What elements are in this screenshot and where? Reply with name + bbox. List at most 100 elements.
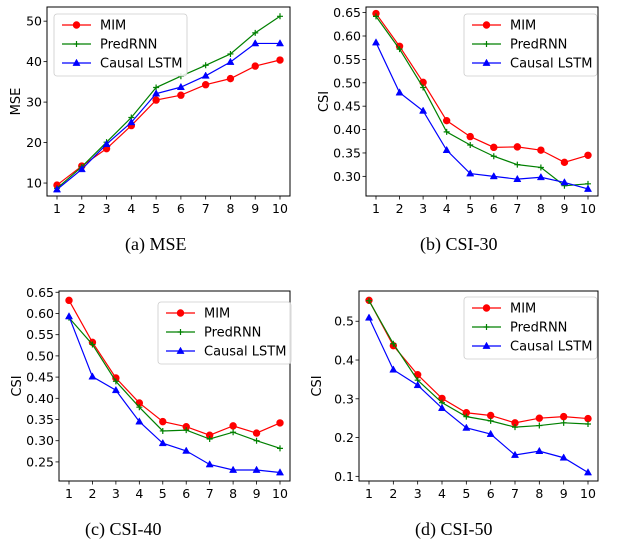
x-tick-label: 1 — [372, 201, 380, 216]
chart-panel-4: 0.1 0.2 0.3 0.4 0.5 1 2 3 4 5 6 7 8 9 10 CSI MIM PredRNN C… — [310, 290, 599, 540]
data-point — [205, 460, 214, 468]
data-point — [420, 84, 427, 91]
data-point — [559, 412, 568, 421]
y-tick-label: 40 — [26, 54, 42, 69]
series-line — [56, 42, 280, 190]
legend-marker — [176, 346, 185, 354]
data-point — [227, 50, 234, 57]
series-predrnn — [366, 297, 591, 431]
data-point — [135, 417, 144, 425]
data-point — [158, 438, 167, 447]
data-point — [559, 453, 568, 461]
x-tick-label: 3 — [103, 201, 111, 216]
data-point — [583, 468, 593, 476]
y-tick-label: 0.4 — [334, 353, 354, 368]
series-line — [375, 42, 589, 190]
series-line — [375, 13, 589, 163]
y-tick-label: 30 — [26, 95, 42, 110]
data-point — [462, 423, 471, 431]
y-axis-label: CSI — [317, 91, 332, 112]
legend-box — [463, 296, 598, 360]
data-point — [89, 341, 96, 348]
data-point — [535, 446, 544, 454]
data-point — [466, 169, 475, 177]
x-tick-label: 6 — [182, 486, 190, 501]
y-axis-label: CSI — [10, 375, 25, 396]
legend-label: Causal LSTM — [100, 57, 182, 72]
x-tick-label: 7 — [513, 201, 521, 216]
x-tick-label: 6 — [177, 201, 185, 216]
data-point — [490, 143, 498, 152]
data-point — [111, 385, 120, 394]
data-point — [230, 429, 237, 436]
data-point — [510, 450, 520, 458]
data-point — [112, 378, 119, 385]
data-point — [389, 365, 398, 373]
data-point — [560, 158, 569, 167]
data-point — [183, 427, 190, 434]
y-tick-label: 0.65 — [26, 285, 54, 300]
data-point — [201, 81, 210, 89]
series-line — [368, 317, 589, 473]
y-tick-label: 0.40 — [333, 122, 361, 137]
data-point — [159, 427, 166, 434]
legend-label: Causal LSTM — [204, 345, 286, 360]
legend-label: Causal LSTM — [510, 340, 592, 355]
legend-marker — [72, 58, 81, 66]
x-tick-label: 4 — [135, 486, 143, 501]
data-point — [88, 372, 97, 380]
legend-marker — [482, 58, 491, 66]
figure-caption: (c) CSI-40 — [85, 519, 161, 540]
data-point — [536, 172, 545, 181]
data-point — [251, 39, 260, 47]
data-point — [513, 174, 522, 183]
data-point — [390, 340, 397, 347]
data-point — [535, 414, 544, 422]
chart-panel-3: 0.25 0.30 0.35 0.40 0.45 0.50 0.55 0.60 0.65 1 2 3 4… — [10, 285, 292, 540]
series-line — [56, 15, 281, 189]
y-tick-label: 0.40 — [26, 391, 54, 406]
data-point — [583, 184, 593, 192]
data-point — [536, 422, 543, 429]
chart-panel-2: 0.30 0.35 0.40 0.45 0.50 0.55 0.60 0.65 1 2 3 4 5 6 7 8… — [317, 5, 599, 255]
y-tick-label: 0.1 — [334, 469, 354, 484]
x-tick-label: 9 — [560, 486, 568, 501]
data-point — [65, 296, 73, 305]
legend-label: Causal LSTM — [510, 57, 592, 72]
data-point — [395, 88, 404, 96]
legend-marker — [482, 304, 491, 312]
y-tick-label: 0.5 — [334, 314, 354, 329]
data-point — [373, 13, 379, 20]
data-point — [419, 106, 428, 114]
y-tick-label: 0.2 — [334, 430, 354, 445]
data-point — [226, 57, 235, 65]
series-causal-lstm — [364, 313, 593, 476]
data-point — [176, 82, 185, 90]
data-point — [252, 429, 261, 437]
x-tick-label: 2 — [396, 201, 404, 216]
data-point — [437, 403, 447, 411]
data-point — [442, 116, 451, 125]
data-point — [202, 62, 209, 69]
data-point — [206, 436, 213, 443]
legend-label: PredRNN — [100, 38, 157, 53]
y-axis-label: MSE — [9, 88, 24, 116]
data-point — [584, 414, 592, 423]
data-point — [463, 413, 470, 420]
legend-marker — [177, 329, 184, 335]
legend-label: PredRNN — [204, 326, 261, 341]
series-line — [368, 300, 589, 428]
data-point — [152, 96, 160, 104]
data-point — [514, 161, 521, 168]
data-point — [490, 153, 497, 160]
legend-label: MIM — [510, 302, 536, 317]
data-point — [127, 118, 136, 126]
x-tick-label: 10 — [272, 486, 288, 501]
y-tick-label: 0.30 — [26, 433, 54, 448]
data-point — [560, 178, 569, 186]
x-tick-label: 8 — [226, 201, 234, 216]
y-tick-label: 50 — [26, 14, 42, 29]
y-tick-label: 0.30 — [333, 169, 361, 184]
x-tick-label: 4 — [443, 201, 451, 216]
data-point — [201, 71, 210, 79]
